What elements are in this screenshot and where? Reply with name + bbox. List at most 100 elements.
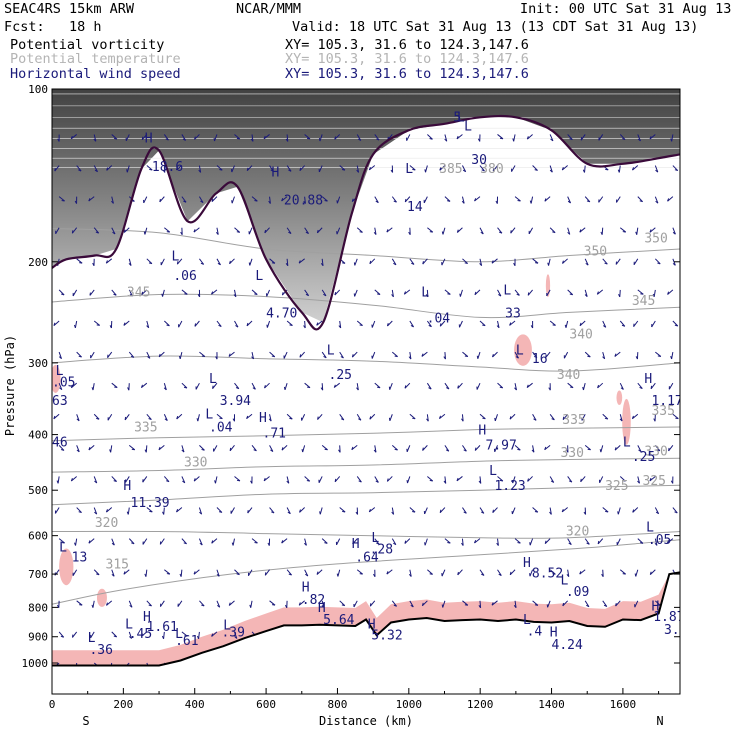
wind-arrow-head	[516, 293, 520, 296]
wind-arrow	[619, 227, 627, 233]
wind-arrow-head	[443, 480, 447, 484]
wind-arrow-head	[622, 479, 626, 482]
wind-arrow	[532, 258, 539, 264]
wind-arrow	[422, 600, 428, 607]
wind-arrow	[474, 196, 481, 202]
wind-arrow	[441, 569, 446, 577]
wind-arrow-head	[299, 509, 301, 513]
wind-arrow-head	[638, 449, 642, 452]
wind-arrow-head	[561, 167, 564, 171]
wind-arrow	[474, 538, 481, 544]
wind-arrow-head	[461, 200, 465, 204]
wind-arrow-head	[58, 356, 62, 360]
wind-arrow	[549, 413, 555, 421]
extremum-label: .61	[175, 634, 198, 649]
wind-arrow	[369, 600, 376, 607]
wind-arrow	[181, 445, 185, 453]
wind-arrow-head	[229, 447, 232, 451]
wind-arrow-head	[88, 446, 91, 451]
theta-contour-350	[52, 228, 680, 263]
wind-arrow-head	[605, 168, 609, 171]
wind-arrow-head	[482, 324, 486, 327]
wind-arrow-head	[394, 448, 398, 451]
wind-arrow	[514, 444, 521, 451]
theta-label: 380	[480, 162, 503, 177]
wind-arrow	[281, 196, 288, 202]
wind-arrow	[528, 227, 534, 235]
wind-arrow	[304, 538, 307, 546]
wind-arrow	[567, 569, 570, 577]
wind-arrow-head	[281, 447, 284, 451]
wind-arrow	[164, 320, 170, 327]
wind-arrow	[477, 351, 481, 359]
wind-arrow-head	[408, 356, 412, 360]
wind-arrow-head	[477, 138, 481, 142]
wind-arrow	[336, 538, 341, 546]
wind-arrow	[339, 413, 345, 421]
wind-arrow	[619, 476, 626, 482]
theta-contour-315	[52, 539, 680, 605]
wind-arrow-head	[359, 231, 363, 233]
wind-arrow	[57, 476, 60, 484]
wind-arrow	[211, 631, 218, 637]
wind-arrow-head	[531, 449, 535, 453]
wind-arrow-head	[263, 135, 266, 140]
x-tick-label: 1400	[538, 698, 565, 711]
field-wind-name: Horizontal wind speed	[10, 66, 181, 82]
wind-arrow	[637, 289, 644, 295]
wind-arrow-head	[498, 231, 503, 234]
wind-arrow	[93, 227, 100, 234]
wind-arrow	[667, 289, 674, 295]
wind-arrow-head	[425, 294, 429, 298]
wind-arrow	[319, 507, 323, 515]
wind-arrow-head	[408, 231, 411, 235]
wind-arrow	[532, 351, 538, 358]
wind-arrow	[527, 476, 533, 482]
wind-arrow-head	[61, 199, 65, 202]
wind-arrow-head	[183, 200, 187, 203]
wind-arrow-head	[218, 324, 222, 327]
organization: NCAR/MMM	[236, 1, 302, 17]
wind-arrow	[422, 258, 428, 265]
extremum-label: L	[172, 250, 180, 265]
wind-arrow-head	[301, 449, 304, 453]
wind-arrow-head	[412, 511, 416, 513]
extremum-label: 8.52	[532, 567, 563, 582]
wind-arrow-head	[534, 169, 538, 171]
wind-arrow-head	[105, 260, 108, 264]
wind-arrow	[442, 227, 446, 235]
wind-arrow-head	[567, 231, 571, 235]
wind-arrow	[181, 382, 188, 389]
extremum-label: L	[516, 343, 524, 358]
wind-arrow-head	[70, 135, 73, 140]
wind-arrow-head	[321, 605, 325, 608]
wind-arrow-head	[319, 511, 321, 515]
extremum-label: .45	[129, 627, 152, 642]
wind-arrow	[71, 227, 78, 234]
wind-arrow	[354, 289, 358, 297]
wind-arrow-head	[126, 511, 129, 515]
wind-arrow-head	[144, 573, 147, 577]
wind-arrow-head	[582, 386, 584, 391]
wind-arrow	[514, 383, 517, 391]
wind-arrow	[159, 196, 165, 203]
wind-arrow	[479, 165, 485, 172]
wind-arrow-head	[73, 324, 76, 329]
wind-arrow	[532, 600, 539, 606]
wind-arrow-head	[617, 169, 620, 173]
wind-arrow-head	[635, 356, 638, 360]
wind-arrow-head	[618, 293, 621, 298]
wind-arrow-head	[474, 198, 477, 202]
wind-arrow-head	[316, 571, 319, 575]
wind-arrow-head	[246, 322, 249, 327]
wind-arrow	[193, 476, 200, 482]
wind-arrow	[163, 476, 170, 483]
theta-contour-340	[52, 355, 680, 372]
wind-arrow-head	[514, 387, 517, 391]
extremum-label: 1.23	[494, 479, 525, 494]
wind-arrow	[93, 413, 100, 420]
wind-arrow	[146, 600, 152, 607]
wind-arrow	[404, 196, 411, 203]
wind-arrow	[89, 289, 95, 296]
wind-arrow	[111, 227, 116, 235]
